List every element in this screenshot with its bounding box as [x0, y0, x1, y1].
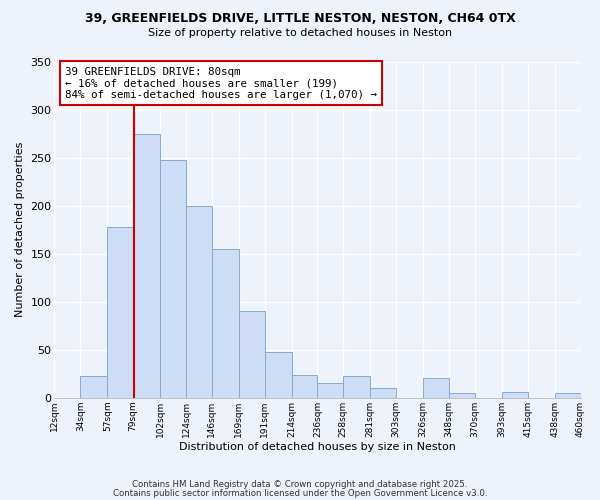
Bar [160, 160, 186, 398]
Bar [186, 206, 212, 398]
Bar [343, 376, 370, 398]
Bar [265, 352, 292, 398]
Y-axis label: Number of detached properties: Number of detached properties [15, 142, 25, 318]
Bar [212, 249, 239, 398]
Bar [80, 376, 107, 398]
Text: Contains public sector information licensed under the Open Government Licence v3: Contains public sector information licen… [113, 488, 487, 498]
Text: Size of property relative to detached houses in Neston: Size of property relative to detached ho… [148, 28, 452, 38]
Text: Contains HM Land Registry data © Crown copyright and database right 2025.: Contains HM Land Registry data © Crown c… [132, 480, 468, 489]
X-axis label: Distribution of detached houses by size in Neston: Distribution of detached houses by size … [179, 442, 456, 452]
Bar [292, 374, 317, 398]
Bar [554, 393, 581, 398]
Bar [107, 227, 133, 398]
Bar [502, 392, 527, 398]
Bar [423, 378, 449, 398]
Text: 39, GREENFIELDS DRIVE, LITTLE NESTON, NESTON, CH64 0TX: 39, GREENFIELDS DRIVE, LITTLE NESTON, NE… [85, 12, 515, 26]
Bar [239, 312, 265, 398]
Bar [370, 388, 396, 398]
Bar [449, 393, 475, 398]
Text: 39 GREENFIELDS DRIVE: 80sqm
← 16% of detached houses are smaller (199)
84% of se: 39 GREENFIELDS DRIVE: 80sqm ← 16% of det… [65, 66, 377, 100]
Bar [133, 134, 160, 398]
Bar [317, 384, 343, 398]
